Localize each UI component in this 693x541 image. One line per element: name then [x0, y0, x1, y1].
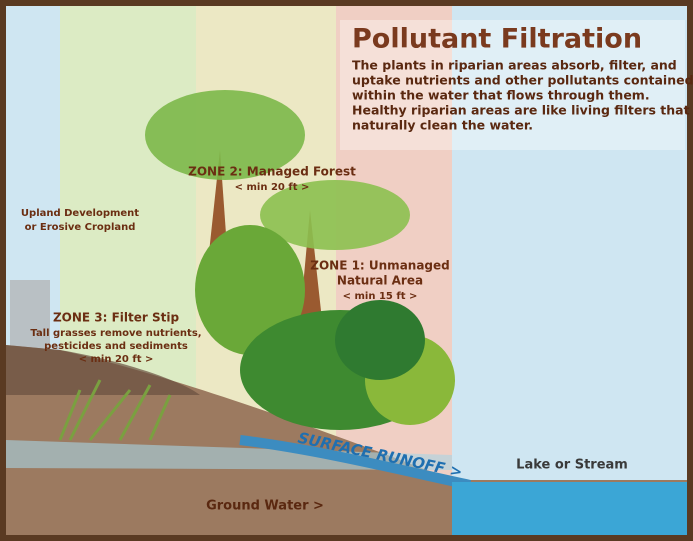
water [452, 482, 687, 535]
lake-label: Lake or Stream [516, 458, 628, 473]
zone2-width: < min 20 ft > [235, 182, 310, 193]
zone1-title: Natural Area [337, 274, 423, 288]
buildings [10, 280, 50, 350]
zone3-width: < min 20 ft > [79, 354, 154, 365]
upland-label: Upland Development [21, 208, 139, 219]
groundwater-label: Ground Water > [206, 499, 324, 514]
zone3-text: Tall grasses remove nutrients, [30, 328, 201, 339]
zone3-text: pesticides and sediments [44, 341, 188, 352]
description-line: uptake nutrients and other pollutants co… [352, 73, 693, 88]
illustration: Pollutant Filtration The plants in ripar… [0, 0, 693, 541]
description-line: within the water that flows through them… [352, 88, 650, 103]
page: Pollutant Filtration The plants in ripar… [0, 0, 693, 541]
upland-label: or Erosive Cropland [25, 222, 136, 233]
description-line: The plants in riparian areas absorb, fil… [352, 58, 677, 73]
zone1-width: < min 15 ft > [343, 291, 418, 302]
shrub [335, 300, 425, 380]
zone1-title: ZONE 1: Unmanaged [310, 259, 450, 273]
zone3-title: ZONE 3: Filter Stip [53, 311, 180, 325]
description-line: naturally clean the water. [352, 118, 533, 133]
title: Pollutant Filtration [352, 24, 642, 55]
description-line: Healthy riparian areas are like living f… [352, 103, 690, 118]
zone2-title: ZONE 2: Managed Forest [188, 165, 356, 179]
